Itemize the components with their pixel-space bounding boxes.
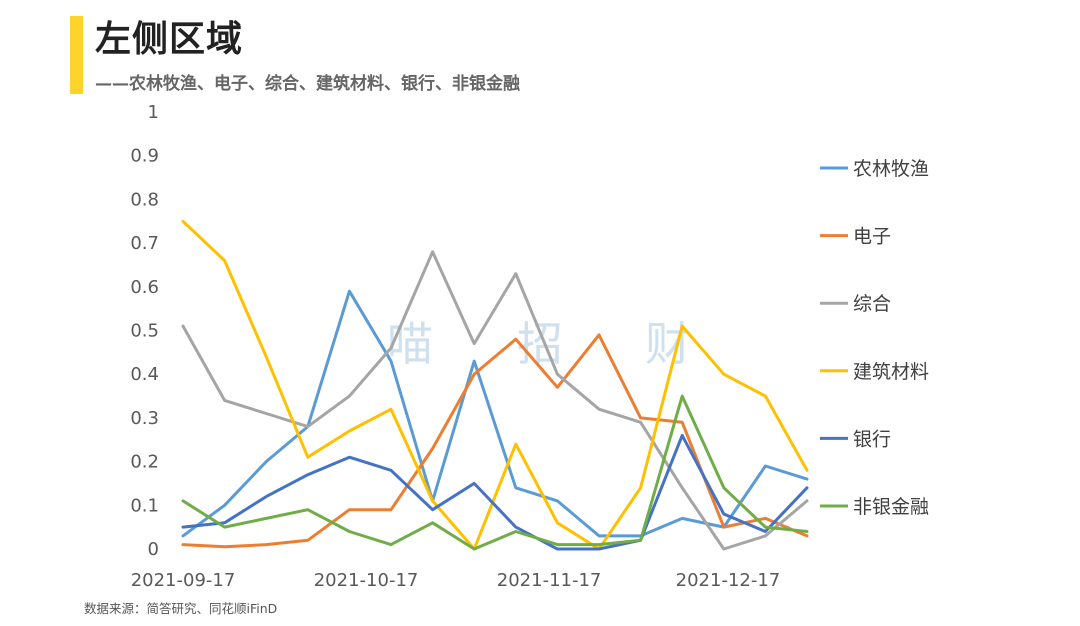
y-tick-label: 0 [148, 539, 159, 560]
watermark-char: 招 [517, 317, 563, 371]
page-title: 左侧区域 [95, 19, 244, 60]
y-tick-label: 0.2 [130, 452, 159, 473]
y-axis: 0 0.1 0.2 0.3 0.4 0.5 0.6 0.7 0.8 0.9 1 [130, 102, 159, 560]
x-tick-label: 2021-10-17 [314, 570, 419, 591]
x-tick-label: 2021-12-17 [676, 570, 781, 591]
data-source-note: 数据来源：简答研究、同花顺iFinD [84, 601, 278, 616]
y-tick-label: 0.1 [130, 495, 159, 516]
watermark-char: 财 [645, 317, 691, 371]
y-tick-label: 0.8 [130, 189, 159, 210]
watermark: 喵招财 [387, 317, 691, 371]
series-line [181, 250, 809, 551]
series-line [181, 289, 809, 538]
series-layer [181, 219, 809, 551]
legend-label: 银行 [853, 428, 891, 450]
y-tick-label: 0.9 [130, 146, 159, 167]
series-line [181, 394, 809, 551]
x-axis: 2021-09-17 2021-10-17 2021-11-17 2021-12-17 [131, 570, 781, 591]
x-tick-label: 2021-09-17 [131, 570, 236, 591]
legend-label: 建筑材料 [853, 361, 929, 383]
legend-label: 电子 [853, 226, 891, 248]
watermark-char: 喵 [387, 317, 433, 371]
page-subtitle: ——农林牧渔、电子、综合、建筑材料、银行、非银金融 [95, 74, 520, 94]
y-tick-label: 0.3 [130, 408, 159, 429]
y-tick-label: 0.6 [130, 277, 159, 298]
title-accent-bar [70, 16, 83, 94]
series-line [181, 219, 809, 551]
y-tick-label: 0.5 [130, 321, 159, 342]
y-tick-label: 1 [148, 102, 159, 123]
series-line [181, 433, 809, 551]
x-tick-label: 2021-11-17 [497, 570, 602, 591]
legend-label: 非银金融 [853, 496, 929, 518]
legend-label: 综合 [853, 293, 891, 315]
y-tick-label: 0.4 [130, 364, 159, 385]
legend-label: 农林牧渔 [853, 158, 929, 180]
y-tick-label: 0.7 [130, 233, 159, 254]
